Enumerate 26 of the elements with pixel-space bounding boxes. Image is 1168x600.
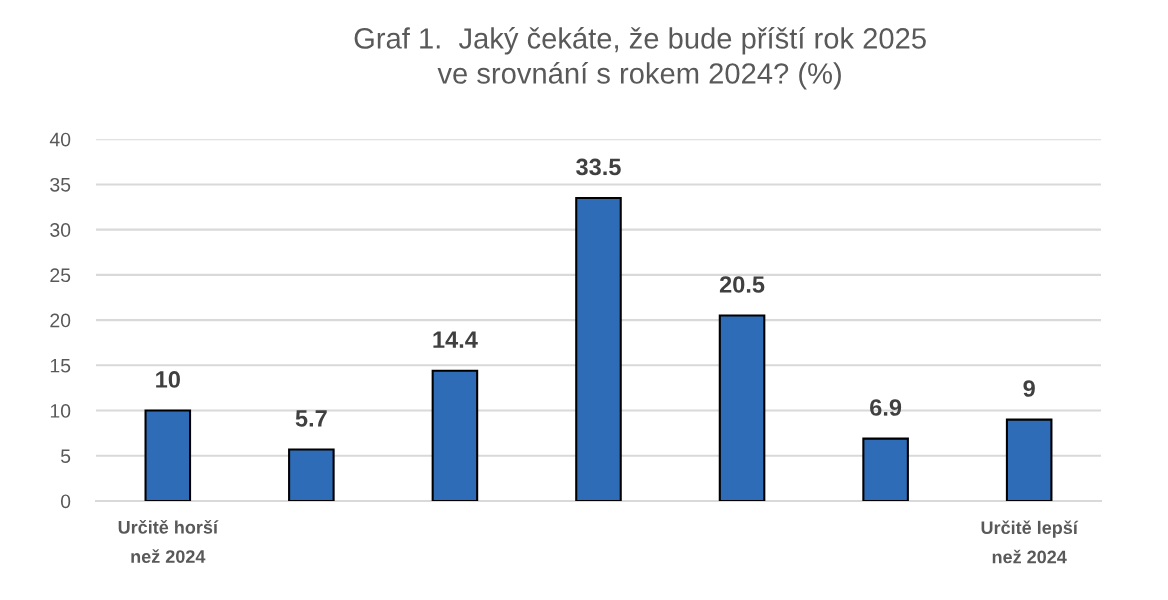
y-tick-label: 20	[50, 313, 71, 328]
data-label: 5.7	[295, 410, 327, 427]
data-label: 9	[1023, 380, 1035, 397]
bar	[862, 437, 909, 501]
y-tick-label: 5	[60, 449, 71, 464]
bar	[288, 448, 335, 501]
x-tick-label: Určitě horší než 2024	[118, 520, 219, 563]
data-label: 10	[156, 371, 180, 388]
bar	[575, 196, 622, 501]
y-tick-label: 0	[60, 494, 71, 509]
data-label: 20.5	[719, 276, 765, 293]
y-tick-label: 10	[50, 404, 71, 418]
y-tick-label: 35	[50, 177, 71, 192]
data-label: 14.4	[433, 331, 478, 348]
data-label: 6.9	[870, 399, 902, 416]
data-label: 33.5	[576, 158, 621, 176]
y-tick-label: 30	[50, 223, 71, 237]
y-tick-label: 40	[49, 132, 71, 147]
bar	[1005, 418, 1053, 501]
x-tick-label: Určitě lepší než 2024	[981, 520, 1079, 564]
y-tick-label: 25	[50, 268, 71, 283]
chart-title: Graf 1. Jaký čekáte, že bude příští rok 2025 ve srovnání s rokem 2024? (%)	[354, 27, 926, 90]
y-tick-label: 15	[50, 358, 71, 373]
bar	[144, 409, 192, 501]
bar	[431, 369, 479, 501]
bar	[718, 314, 766, 501]
